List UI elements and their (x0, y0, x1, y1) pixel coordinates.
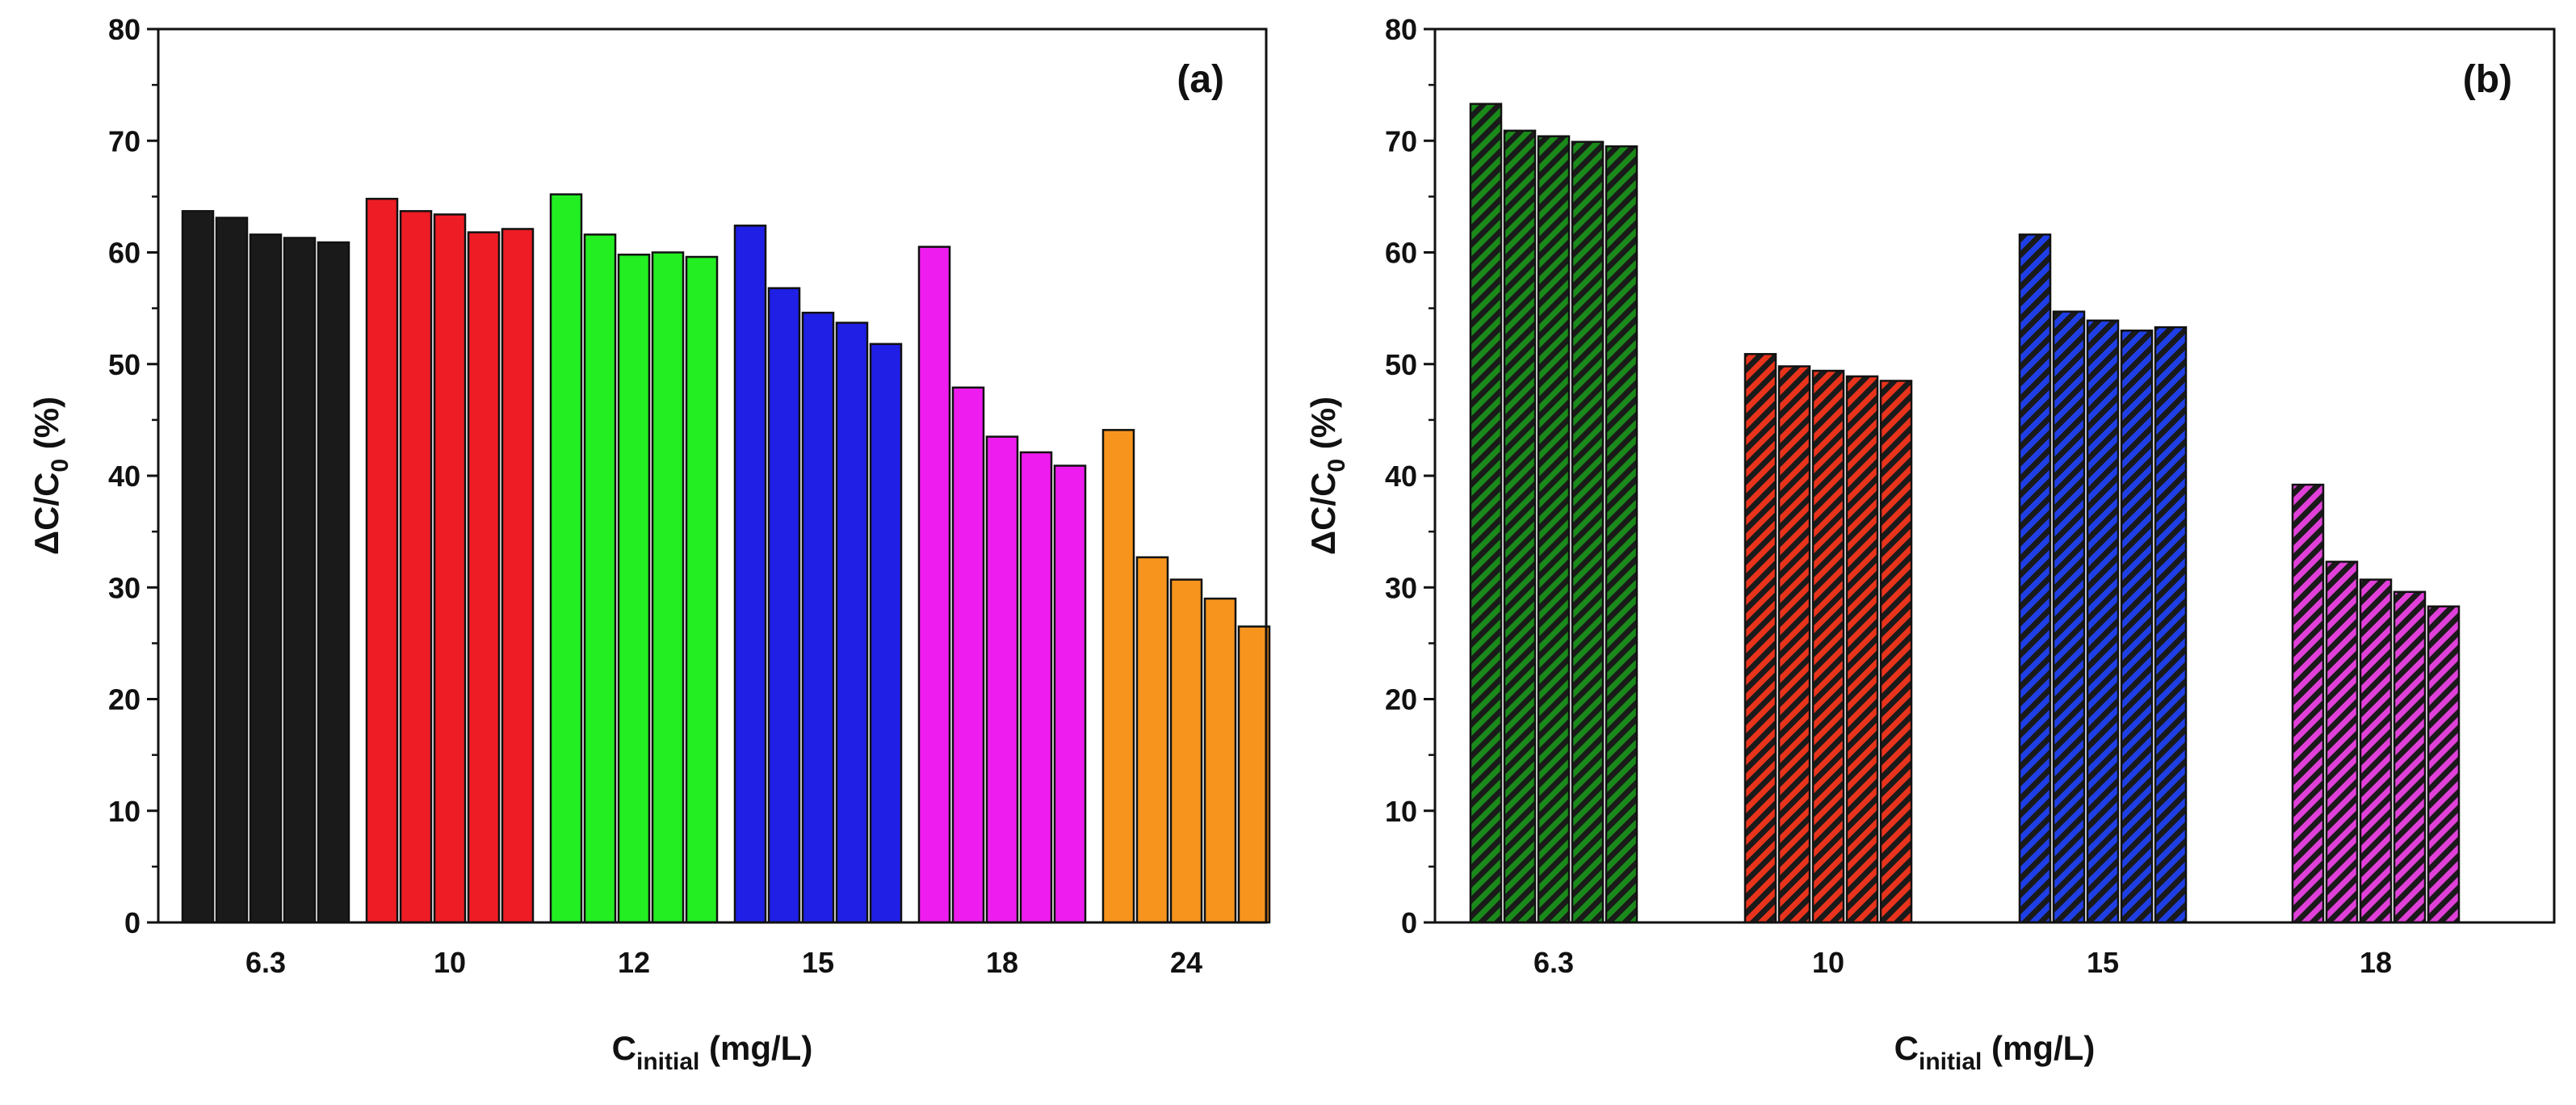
bar-group-18 (917, 246, 1087, 924)
x-tick-label: 12 (618, 946, 650, 979)
bar-a-24-5 (1237, 625, 1271, 924)
bar-b-6-3-3 (1537, 135, 1571, 924)
bar-b-10-1 (1743, 353, 1777, 924)
panel-label: (a) (1177, 58, 1224, 101)
bar-a-24-4 (1203, 597, 1237, 924)
x-tick-label: 15 (802, 946, 834, 979)
bar-b-6-3-1 (1469, 103, 1503, 924)
chart-panel-b: 6.3 10 15 18 0 10 20 30 40 50 60 70 80 (b) Cinitial (m… (1304, 13, 2556, 1075)
y-tick-label: 0 (124, 906, 141, 939)
bar-a-10-2 (399, 210, 433, 924)
bar-a-10-3 (433, 213, 467, 924)
y-axis-title: ΔC/C0 (%) (1304, 397, 1350, 555)
bar-a-18-5 (1053, 464, 1087, 924)
chart-panel-a: 6.3 10 12 15 18 24 0 10 20 30 40 50 60 70 80 (a) Cinitia… (27, 13, 1271, 1075)
bar-a-15-1 (733, 225, 767, 924)
y-tick-label: 80 (1385, 13, 1417, 46)
y-tick-label: 20 (1385, 683, 1417, 716)
bar-b-10-3 (1811, 369, 1845, 924)
bar-b-18-2 (2325, 561, 2359, 924)
bar-a-18-1 (917, 246, 951, 924)
y-tick-label: 40 (108, 460, 141, 493)
x-tick-label: 24 (1170, 946, 1202, 979)
y-axis: 0 10 20 30 40 50 60 70 80 (1385, 13, 1435, 939)
bar-a-24-3 (1169, 578, 1203, 924)
y-axis: 0 10 20 30 40 50 60 70 80 (108, 13, 158, 939)
bar-group-10 (1743, 353, 1913, 924)
bar-a-12-3 (617, 254, 651, 924)
bar-group-18 (2291, 483, 2461, 924)
panel-label: (b) (2463, 58, 2512, 101)
bar-b-18-5 (2427, 605, 2461, 924)
x-tick-label: 10 (434, 946, 466, 979)
bar-a-24-2 (1135, 556, 1169, 924)
bar-b-15-4 (2120, 330, 2154, 924)
bar-a-6-3-4 (283, 237, 317, 924)
x-tick-label: 10 (1812, 946, 1844, 979)
bar-b-10-2 (1777, 365, 1811, 924)
bar-group-6-3 (1469, 103, 1638, 924)
bar-b-6-3-4 (1571, 141, 1605, 924)
bar-group-15 (733, 225, 903, 924)
bar-group-6-3 (181, 210, 350, 924)
bar-group-15 (2018, 233, 2188, 924)
bar-b-6-3-2 (1503, 129, 1537, 924)
y-axis-title: ΔC/C0 (%) (27, 397, 73, 555)
bar-b-18-1 (2291, 483, 2325, 924)
y-tick-label: 0 (1401, 906, 1417, 939)
x-axis-title: Cinitial (mg/L) (1894, 1029, 2096, 1075)
x-tick-label: 18 (2360, 946, 2392, 979)
y-tick-label: 70 (108, 124, 141, 158)
bar-a-12-2 (583, 233, 617, 924)
bar-a-18-2 (951, 386, 985, 924)
bar-group-10 (365, 197, 535, 924)
bar-b-6-3-5 (1605, 145, 1638, 924)
bar-a-6-3-5 (317, 241, 350, 924)
x-tick-label: 6.3 (1533, 946, 1574, 979)
x-tick-label: 15 (2087, 946, 2119, 979)
bar-a-10-1 (365, 197, 399, 924)
x-axis-title: Cinitial (mg/L) (612, 1029, 813, 1075)
bar-b-18-3 (2359, 578, 2393, 924)
bar-a-10-4 (467, 231, 501, 924)
bar-a-15-3 (801, 311, 835, 924)
x-tick-label: 18 (986, 946, 1018, 979)
y-tick-label: 10 (1385, 795, 1417, 828)
bar-b-15-5 (2154, 326, 2188, 924)
bar-a-15-5 (869, 342, 903, 924)
bar-a-6-3-1 (181, 210, 215, 924)
bar-b-15-1 (2018, 233, 2052, 924)
y-tick-label: 30 (1385, 571, 1417, 604)
bar-a-18-4 (1019, 451, 1053, 924)
bar-b-18-4 (2393, 590, 2427, 924)
bar-a-12-1 (549, 193, 583, 924)
bar-a-18-3 (985, 435, 1019, 924)
bar-b-10-5 (1879, 380, 1913, 924)
bar-a-15-4 (835, 321, 869, 924)
y-tick-label: 30 (108, 571, 141, 604)
bar-group-24 (1101, 429, 1271, 924)
y-tick-label: 50 (1385, 348, 1417, 381)
y-tick-label: 60 (108, 237, 141, 270)
bar-a-10-5 (501, 228, 535, 924)
bar-a-24-1 (1101, 429, 1135, 924)
y-tick-label: 20 (108, 683, 141, 716)
y-tick-label: 40 (1385, 460, 1417, 493)
bar-b-15-3 (2086, 319, 2120, 924)
y-tick-label: 60 (1385, 237, 1417, 270)
y-tick-label: 50 (108, 348, 141, 381)
bar-a-15-2 (767, 287, 801, 924)
y-tick-label: 70 (1385, 124, 1417, 158)
y-tick-label: 80 (108, 13, 141, 46)
bar-b-15-2 (2052, 310, 2086, 924)
bar-a-12-4 (651, 251, 685, 924)
bar-group-12 (549, 193, 719, 924)
bar-a-6-3-2 (215, 216, 249, 924)
bar-a-12-5 (685, 255, 719, 924)
x-tick-label: 6.3 (245, 946, 286, 979)
y-tick-label: 10 (108, 795, 141, 828)
bar-a-6-3-3 (249, 233, 283, 924)
bar-b-10-4 (1845, 375, 1879, 924)
